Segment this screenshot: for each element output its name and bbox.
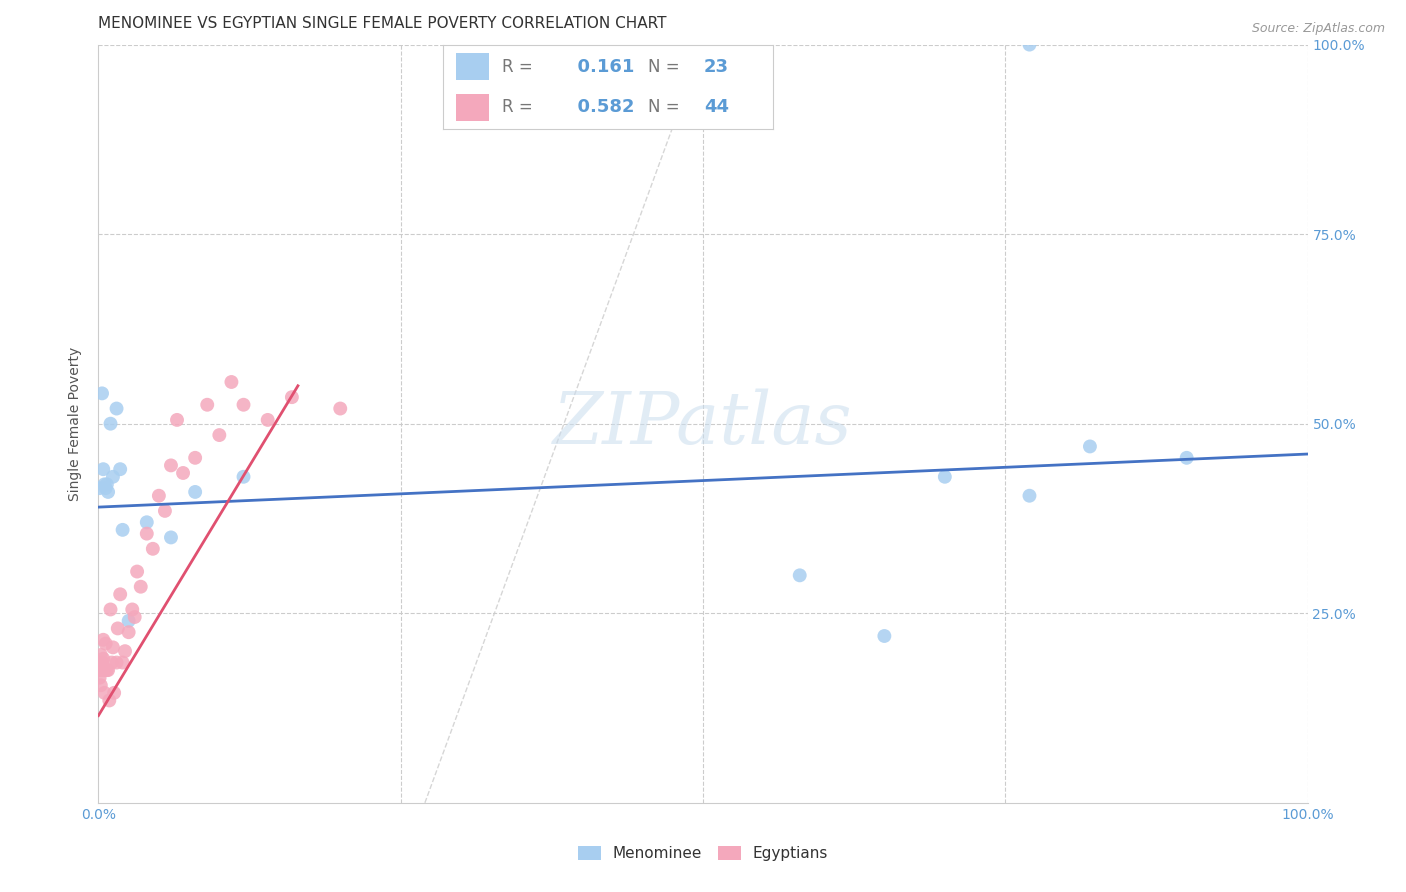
- Point: [97, 485, 120, 500]
- Point: [94, 481, 117, 495]
- Point: [94, 637, 117, 651]
- Point: [172, 466, 194, 480]
- FancyBboxPatch shape: [456, 94, 489, 120]
- Point: [184, 485, 207, 500]
- Point: [93, 686, 115, 700]
- Point: [127, 565, 149, 579]
- Text: 44: 44: [704, 98, 728, 116]
- Point: [195, 398, 218, 412]
- Point: [1078, 440, 1101, 454]
- Text: 0.582: 0.582: [565, 98, 634, 116]
- Point: [160, 458, 183, 473]
- Point: [1018, 37, 1040, 52]
- Point: [100, 602, 122, 616]
- Point: [89, 671, 111, 685]
- Point: [142, 541, 165, 556]
- Point: [108, 587, 131, 601]
- Point: [89, 481, 111, 495]
- Point: [124, 610, 146, 624]
- Point: [91, 663, 114, 677]
- Text: ZIPatlas: ZIPatlas: [553, 388, 853, 459]
- Point: [135, 516, 157, 530]
- Point: [1175, 450, 1198, 465]
- Text: N =: N =: [648, 98, 679, 116]
- Point: [87, 659, 110, 673]
- Text: R =: R =: [502, 98, 533, 116]
- Legend: Menominee, Egyptians: Menominee, Egyptians: [572, 840, 834, 867]
- Point: [100, 417, 122, 431]
- FancyBboxPatch shape: [456, 54, 489, 80]
- Point: [96, 663, 118, 677]
- Point: [111, 523, 134, 537]
- Point: [166, 413, 188, 427]
- Point: [232, 398, 254, 412]
- Point: [121, 602, 143, 616]
- Y-axis label: Single Female Poverty: Single Female Poverty: [69, 347, 83, 500]
- Point: [93, 663, 115, 677]
- Point: [103, 686, 125, 700]
- Point: [256, 413, 278, 427]
- Point: [111, 656, 134, 670]
- Point: [90, 678, 112, 692]
- Point: [96, 477, 118, 491]
- Point: [1018, 489, 1040, 503]
- Text: 0.161: 0.161: [565, 58, 634, 76]
- Point: [91, 651, 114, 665]
- Point: [101, 469, 124, 483]
- Point: [91, 632, 114, 647]
- Point: [114, 644, 136, 658]
- Point: [934, 469, 956, 483]
- Text: 23: 23: [704, 58, 728, 76]
- Point: [148, 489, 170, 503]
- Point: [329, 401, 352, 416]
- Point: [129, 580, 152, 594]
- Point: [101, 640, 124, 655]
- Point: [97, 663, 120, 677]
- Text: Source: ZipAtlas.com: Source: ZipAtlas.com: [1251, 22, 1385, 36]
- Point: [91, 656, 114, 670]
- Text: R =: R =: [502, 58, 533, 76]
- Point: [281, 390, 304, 404]
- Point: [789, 568, 811, 582]
- Point: [89, 663, 111, 677]
- Point: [107, 621, 129, 635]
- Point: [93, 477, 115, 491]
- Point: [105, 656, 128, 670]
- Point: [118, 614, 141, 628]
- Point: [232, 469, 254, 483]
- Point: [105, 401, 128, 416]
- Point: [100, 656, 122, 670]
- Point: [98, 693, 121, 707]
- Point: [91, 386, 114, 401]
- Point: [90, 648, 112, 662]
- Point: [118, 625, 141, 640]
- Point: [873, 629, 896, 643]
- Point: [208, 428, 231, 442]
- Point: [184, 450, 207, 465]
- Text: N =: N =: [648, 58, 679, 76]
- Point: [153, 504, 176, 518]
- Point: [91, 462, 114, 476]
- Point: [221, 375, 243, 389]
- Text: MENOMINEE VS EGYPTIAN SINGLE FEMALE POVERTY CORRELATION CHART: MENOMINEE VS EGYPTIAN SINGLE FEMALE POVE…: [98, 16, 666, 31]
- Point: [135, 526, 157, 541]
- Point: [160, 530, 183, 544]
- Point: [108, 462, 131, 476]
